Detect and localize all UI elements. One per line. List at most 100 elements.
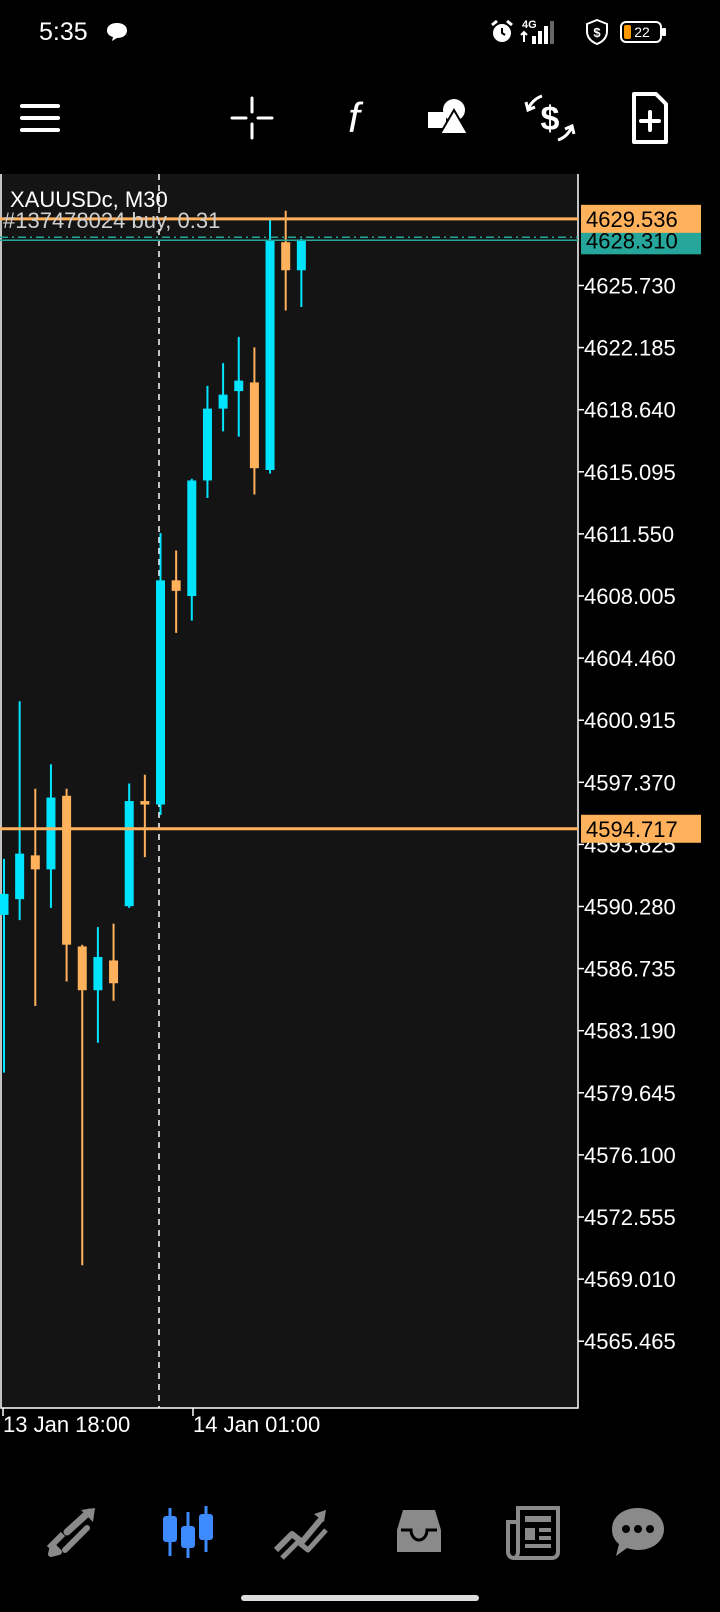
candle <box>171 550 181 633</box>
price-tick-label: 4586.735 <box>584 957 676 982</box>
crosshair-button[interactable] <box>222 88 282 148</box>
price-tick-label: 4615.095 <box>584 460 676 485</box>
chat-icon <box>612 1508 664 1556</box>
order-price-label: 4594.717 <box>586 817 678 842</box>
nav-news[interactable] <box>504 1502 564 1562</box>
trade-button[interactable]: $ <box>520 88 580 148</box>
crosshair-icon <box>230 96 274 140</box>
candle <box>156 533 165 816</box>
candle-body <box>265 240 275 470</box>
candle-body <box>156 580 165 805</box>
candle <box>46 764 56 908</box>
indicators-button[interactable]: f <box>324 88 384 148</box>
nav-trade[interactable] <box>272 1502 332 1562</box>
menu-button[interactable] <box>10 88 70 148</box>
svg-text:$: $ <box>593 25 601 40</box>
price-tick-label: 4618.640 <box>584 398 676 423</box>
inbox-icon <box>397 1510 441 1552</box>
home-indicator[interactable] <box>241 1595 479 1601</box>
price-tick-label: 4565.465 <box>584 1329 676 1354</box>
candle <box>281 210 291 311</box>
chat-bubble-icon <box>107 23 127 41</box>
svg-text:$: $ <box>541 100 560 138</box>
candle-body <box>46 797 56 870</box>
nav-messages[interactable] <box>608 1502 668 1562</box>
candle <box>77 944 87 1266</box>
candle-body <box>30 855 40 870</box>
candle-body <box>0 893 9 915</box>
network-type: 4G <box>522 19 537 31</box>
ask-price-label: 4629.536 <box>586 207 678 232</box>
candle <box>187 478 197 621</box>
candle-body <box>93 956 103 991</box>
new-order-button[interactable] <box>620 88 680 148</box>
newspaper-icon <box>506 1506 560 1560</box>
price-tick-label: 4608.005 <box>584 584 676 609</box>
candle <box>30 788 40 1007</box>
price-tick-label: 4569.010 <box>584 1267 676 1292</box>
candle <box>202 385 212 498</box>
candle-body <box>140 801 150 805</box>
candle <box>234 336 244 437</box>
candle-body <box>77 946 87 991</box>
candle-body <box>109 960 119 984</box>
nav-quotes[interactable] <box>43 1502 103 1562</box>
function-icon: f <box>348 94 364 141</box>
signal-icon: 4G <box>520 19 554 44</box>
chart-plot-area[interactable] <box>0 172 579 1409</box>
svg-text:f: f <box>348 94 364 141</box>
shapes-icon <box>428 99 470 135</box>
objects-button[interactable] <box>424 88 484 148</box>
price-tick-label: 4600.915 <box>584 708 676 733</box>
candlestick-icon <box>163 1506 213 1558</box>
battery-level: 22 <box>634 24 650 40</box>
symbol-label: XAUUSDc, M30 <box>10 187 168 212</box>
chart-toolbar: f $ <box>0 66 720 174</box>
price-tick-label: 4583.190 <box>584 1019 676 1044</box>
battery-icon: 22 <box>620 21 666 43</box>
shield-dollar-icon: $ <box>586 19 608 45</box>
price-chart[interactable]: 4625.730 4622.185 4618.640 4615.095 4611.550… <box>0 172 720 1484</box>
document-plus-icon <box>632 92 668 144</box>
quotes-arrows-icon <box>46 1508 95 1557</box>
candle-body <box>281 242 291 271</box>
candle <box>15 701 25 921</box>
status-bar: 5:35 4G $ 22 <box>0 0 720 66</box>
alarm-icon <box>491 19 513 42</box>
order-price-badge <box>581 814 701 843</box>
time-tick-label: 14 Jan 01:00 <box>193 1412 320 1437</box>
price-tick-label: 4572.555 <box>584 1205 676 1230</box>
candle <box>265 217 275 474</box>
price-tick-label: 4579.645 <box>584 1081 676 1106</box>
price-tick-label: 4597.370 <box>584 770 676 795</box>
candle <box>0 858 9 1073</box>
candle <box>109 923 119 1001</box>
status-time: 5:35 <box>39 18 88 46</box>
candle-body <box>249 382 259 469</box>
candle-body <box>296 240 306 271</box>
time-tick-label: 13 Jan 18:00 <box>3 1412 130 1437</box>
candle-body <box>234 380 244 392</box>
candle-body <box>171 580 181 591</box>
bottom-navigation <box>0 1484 720 1580</box>
nav-chart[interactable] <box>158 1502 218 1562</box>
candle <box>93 927 103 1043</box>
candle <box>218 363 228 432</box>
nav-history[interactable] <box>389 1502 449 1562</box>
ask-price-badge <box>581 204 701 233</box>
trade-trend-icon <box>273 1510 328 1560</box>
price-tick-label: 4622.185 <box>584 336 676 361</box>
price-tick-label: 4576.100 <box>584 1143 676 1168</box>
candle-body <box>218 394 228 409</box>
hamburger-icon <box>20 104 60 132</box>
price-tick-label: 4611.550 <box>584 522 674 547</box>
candle-body <box>62 795 72 945</box>
candle-body <box>15 853 25 900</box>
candle-body <box>187 480 197 597</box>
price-tick-label: 4604.460 <box>584 646 676 671</box>
price-tick-label: 4625.730 <box>584 274 676 299</box>
candle-body <box>202 408 212 481</box>
candle <box>296 238 306 308</box>
dollar-exchange-icon: $ <box>524 94 576 142</box>
candle <box>62 788 72 982</box>
